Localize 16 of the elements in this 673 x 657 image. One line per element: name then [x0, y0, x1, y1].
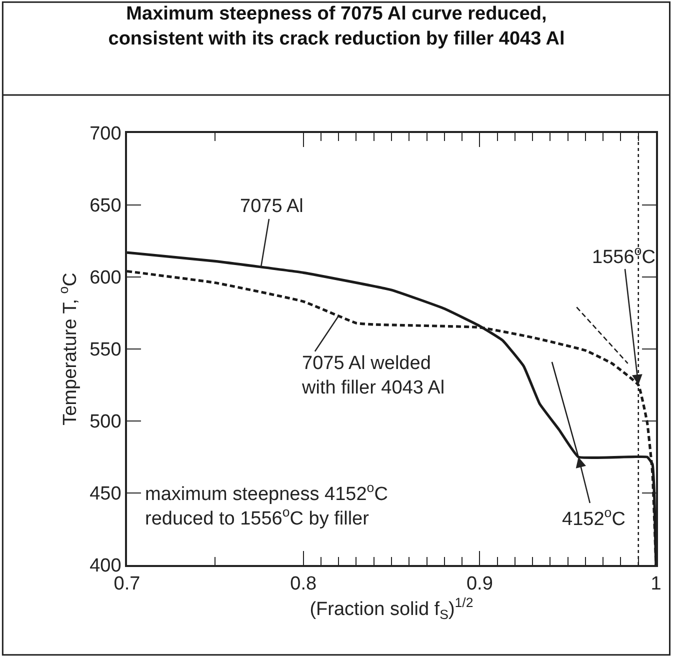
x-axis-title: (Fraction solid f$_{S}$)$^{1/2}$ — [310, 595, 474, 622]
y-tick-label: 600 — [90, 268, 122, 289]
y-tick-label: 650 — [90, 196, 122, 217]
annotation: 7075 Al — [240, 196, 304, 217]
annotation: 4152$^{o}$C — [562, 505, 626, 530]
x-tick-label: 0.9 — [466, 574, 493, 595]
x-tick-label: 0.8 — [290, 574, 317, 595]
y-tick-label: 700 — [90, 124, 122, 145]
annotation: 7075 Al welded with filler 4043 Al — [301, 353, 445, 399]
chart-title: Maximum steepness of 7075 Al curve reduced, consistent with its crack reduction by filler 4043 Al — [108, 4, 565, 50]
annotation: 1556$^{o}$C — [592, 243, 656, 268]
y-tick-label: 550 — [90, 340, 122, 361]
y-tick-label: 450 — [90, 484, 122, 505]
text: maximum steepness 4152$^{o}$C reduced to 1556$^{o}$C by filler — [145, 480, 388, 530]
y-tick-label: 500 — [90, 412, 122, 433]
x-tick-label: 1 — [650, 574, 662, 595]
